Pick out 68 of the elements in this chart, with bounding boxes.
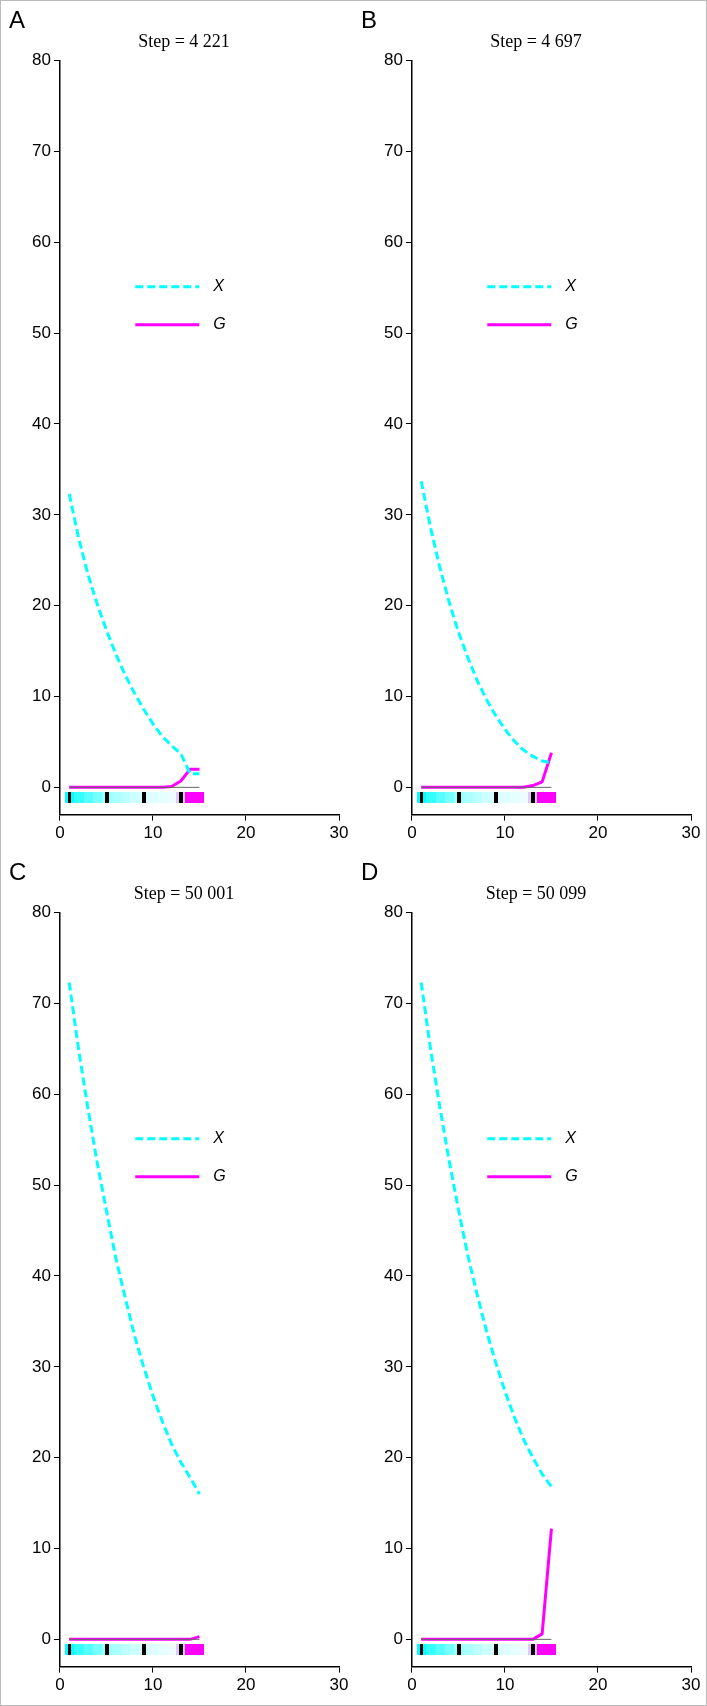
y-tick-label: 70 — [383, 141, 403, 161]
legend-label: G — [213, 1167, 226, 1185]
y-tick-label: 80 — [31, 50, 51, 70]
x-tick-label: 10 — [143, 823, 163, 843]
chart-title: Step = 50 001 — [133, 882, 235, 903]
legend-label: X — [212, 1129, 226, 1147]
x-tick-label: 20 — [588, 823, 608, 843]
legend-label: X — [564, 277, 578, 295]
chart-title: Step = 4 221 — [138, 30, 230, 51]
x-tick-label: 30 — [681, 823, 701, 843]
y-tick-label: 50 — [383, 322, 403, 342]
y-tick-label: 40 — [383, 413, 403, 433]
x-tick-label: 30 — [681, 1675, 701, 1695]
legend-label: G — [565, 315, 578, 333]
y-tick-label: 80 — [383, 50, 403, 70]
x-tick-label: 20 — [236, 823, 256, 843]
y-tick-label: 20 — [383, 595, 403, 615]
y-tick-label: 50 — [31, 322, 51, 342]
y-tick-label: 20 — [31, 595, 51, 615]
y-tick-label: 10 — [383, 686, 403, 706]
y-tick-label: 40 — [383, 1265, 403, 1285]
y-tick-label: 40 — [31, 1265, 51, 1285]
y-tick-label: 0 — [41, 1629, 51, 1649]
y-tick-label: 60 — [31, 1083, 51, 1103]
y-tick-label: 30 — [31, 504, 51, 524]
text: B — [361, 5, 378, 33]
x-tick-label: 30 — [329, 1675, 349, 1695]
x-tick-label: 20 — [236, 1675, 256, 1695]
y-tick-label: 70 — [31, 993, 51, 1013]
y-tick-label: 70 — [31, 141, 51, 161]
y-tick-label: 20 — [31, 1447, 51, 1467]
text: A — [9, 5, 26, 33]
legend-label: X — [212, 277, 226, 295]
chart-title: Step = 50 099 — [485, 882, 587, 903]
y-tick-label: 30 — [31, 1356, 51, 1376]
x-tick-label: 10 — [143, 1675, 163, 1695]
y-tick-label: 60 — [383, 1083, 403, 1103]
y-tick-label: 50 — [31, 1174, 51, 1194]
y-tick-label: 0 — [393, 777, 403, 797]
x-tick-label: 0 — [55, 823, 65, 843]
y-tick-label: 0 — [41, 777, 51, 797]
legend-label: G — [213, 315, 226, 333]
y-tick-label: 40 — [31, 413, 51, 433]
y-tick-label: 10 — [383, 1538, 403, 1558]
y-tick-label: 80 — [383, 902, 403, 922]
y-tick-label: 10 — [31, 686, 51, 706]
x-tick-label: 30 — [329, 823, 349, 843]
chart-title: Step = 4 697 — [490, 30, 582, 51]
text: C — [9, 857, 27, 885]
x-tick-label: 0 — [407, 1675, 417, 1695]
y-tick-label: 30 — [383, 504, 403, 524]
y-tick-label: 80 — [31, 902, 51, 922]
y-tick-label: 60 — [31, 231, 51, 251]
x-tick-label: 20 — [588, 1675, 608, 1695]
y-tick-label: 70 — [383, 993, 403, 1013]
x-tick-label: 0 — [407, 823, 417, 843]
y-tick-label: 0 — [393, 1629, 403, 1649]
y-tick-label: 50 — [383, 1174, 403, 1194]
y-tick-label: 10 — [31, 1538, 51, 1558]
legend-label: X — [564, 1129, 578, 1147]
x-tick-label: 10 — [495, 823, 515, 843]
x-tick-label: 10 — [495, 1675, 515, 1695]
y-tick-label: 20 — [383, 1447, 403, 1467]
y-tick-label: 60 — [383, 231, 403, 251]
text: D — [361, 857, 379, 885]
x-tick-label: 0 — [55, 1675, 65, 1695]
y-tick-label: 30 — [383, 1356, 403, 1376]
legend-label: G — [565, 1167, 578, 1185]
